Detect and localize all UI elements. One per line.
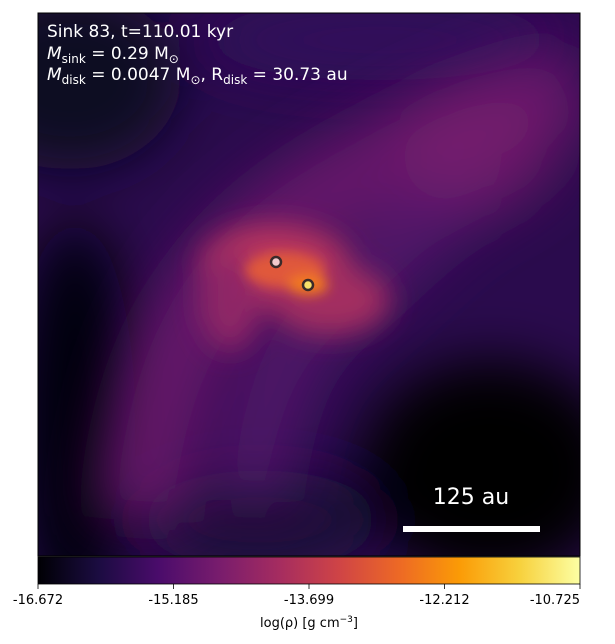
density-image	[38, 13, 580, 556]
scalebar	[403, 526, 540, 532]
colorbar-tick-label: -13.699	[284, 593, 334, 608]
scalebar-label: 125 au	[433, 485, 509, 510]
colorbar-ticks	[37, 584, 581, 589]
map-frame	[37, 12, 581, 557]
disk-line: Mdisk = 0.0047 M⊙, Rdisk = 30.73 au	[47, 65, 348, 87]
colorbar-tick-label: -10.725	[530, 593, 580, 608]
sink-marker	[269, 255, 283, 269]
colorbar	[37, 556, 581, 585]
sink-title: Sink 83, t=110.01 kyr	[47, 22, 233, 42]
sink-mass-line: Msink = 0.29 M⊙	[47, 44, 179, 66]
colorbar-tick-label: -12.212	[419, 593, 469, 608]
colorbar-tick-label: -15.185	[148, 593, 198, 608]
colorbar-tick-label: -16.672	[13, 593, 63, 608]
sink-marker	[301, 278, 315, 292]
colorbar-label: log(ρ) [g cm−3]	[260, 615, 358, 631]
